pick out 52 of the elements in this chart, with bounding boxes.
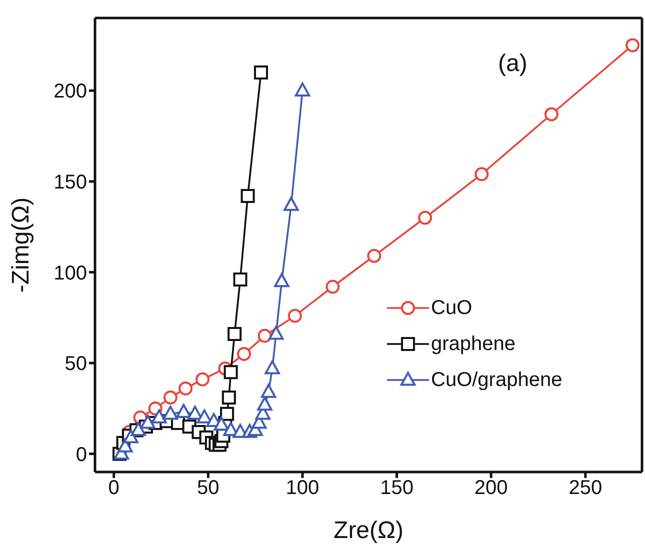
annotation: (a) xyxy=(498,50,528,78)
point xyxy=(196,372,210,386)
point xyxy=(222,390,236,405)
point xyxy=(178,381,193,396)
y-tick-label: 100 xyxy=(54,262,87,284)
legend-label: CuO xyxy=(431,296,472,321)
point xyxy=(254,65,268,80)
y-tick-label: 50 xyxy=(64,353,87,376)
point xyxy=(474,167,489,182)
point xyxy=(152,409,167,424)
point xyxy=(268,326,284,340)
point xyxy=(544,107,558,122)
point xyxy=(284,196,299,211)
point xyxy=(367,248,382,263)
legend-label: CuO/graphene xyxy=(431,368,562,393)
y-tick-label: 0 xyxy=(76,444,87,466)
point xyxy=(123,429,138,444)
point xyxy=(214,416,229,431)
point xyxy=(228,326,242,341)
point xyxy=(257,396,272,411)
x-axis-title: Zre(Ω) xyxy=(334,517,404,544)
point xyxy=(264,360,280,374)
point xyxy=(237,346,252,361)
y-axis-title: -Zimg(Ω) xyxy=(8,197,35,293)
point xyxy=(220,406,234,421)
point xyxy=(240,188,255,203)
point xyxy=(260,384,276,398)
x-tick-label: 200 xyxy=(474,477,508,500)
point xyxy=(233,272,248,287)
x-tick-label: 50 xyxy=(197,477,220,500)
point xyxy=(294,82,310,96)
point xyxy=(187,406,203,420)
point xyxy=(326,280,340,294)
y-tick-label: 200 xyxy=(54,80,87,103)
legend-label: graphene xyxy=(431,332,516,357)
point xyxy=(163,390,178,405)
point xyxy=(130,422,146,436)
x-tick-label: 150 xyxy=(380,477,414,500)
point xyxy=(176,404,192,418)
point xyxy=(626,38,640,52)
point xyxy=(196,409,212,424)
point xyxy=(162,406,178,420)
x-tick-label: 100 xyxy=(286,477,320,500)
point xyxy=(288,308,302,323)
x-tick-label: 250 xyxy=(568,477,602,500)
y-tick-label: 150 xyxy=(54,172,87,194)
point xyxy=(140,414,156,429)
point xyxy=(258,328,272,343)
point xyxy=(224,365,238,380)
point xyxy=(418,210,432,225)
point xyxy=(274,273,290,288)
x-tick-label: 0 xyxy=(108,477,120,500)
